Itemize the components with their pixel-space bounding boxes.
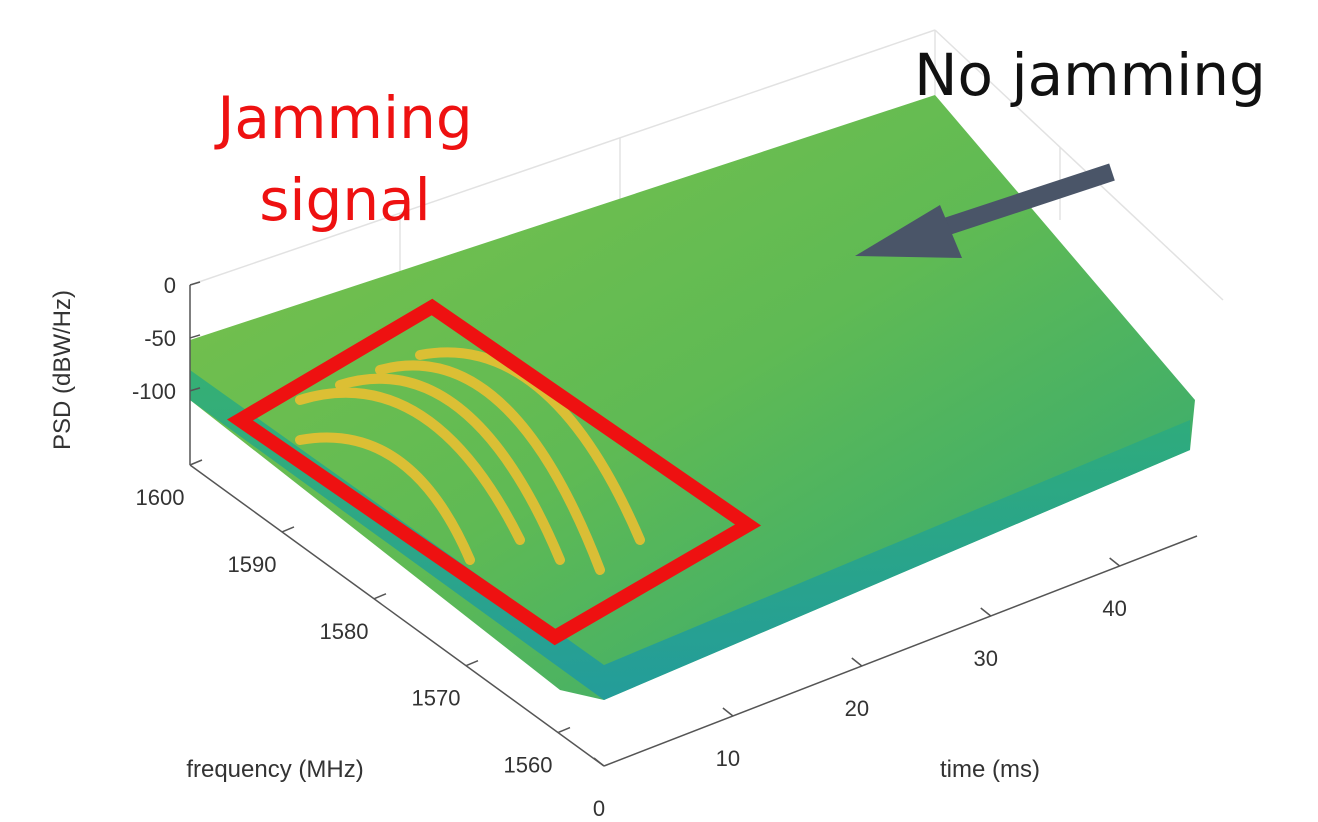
y-axis <box>189 464 605 767</box>
y-tick-label: 1560 <box>504 753 553 778</box>
x-tick-label: 0 <box>593 796 605 821</box>
x-axis-label: time (ms) <box>940 756 1040 783</box>
y-tick <box>189 459 203 466</box>
z-axis-label: PSD (dBW/Hz) <box>49 290 76 450</box>
z-tick <box>189 334 201 339</box>
y-tick <box>373 593 387 600</box>
z-tick <box>189 281 201 286</box>
y-axis-label: frequency (MHz) <box>186 756 363 783</box>
x-tick <box>1109 557 1121 567</box>
y-tick-label: 1580 <box>320 619 369 644</box>
z-tick-label: 0 <box>164 273 176 298</box>
z-tick-label: -50 <box>144 326 176 351</box>
x-tick <box>593 757 605 767</box>
y-tick <box>557 726 571 734</box>
x-tick-label: 20 <box>845 696 869 721</box>
z-tick-label: -100 <box>132 379 176 404</box>
no-jamming-label: No jamming <box>914 41 1266 109</box>
jamming-label: signal <box>259 166 431 234</box>
y-tick <box>465 659 479 667</box>
y-tick-label: 1590 <box>228 552 277 577</box>
x-tick <box>851 657 863 667</box>
jamming-label: Jamming <box>214 84 472 152</box>
axes: -100 -50 0 1560 1570 1580 1590 1600 0 10 20 30 40 <box>132 273 1198 821</box>
x-tick-label: 10 <box>716 746 740 771</box>
z-tick <box>189 387 201 392</box>
y-tick-label: 1570 <box>412 686 461 711</box>
x-tick <box>722 707 734 717</box>
x-axis <box>603 535 1198 767</box>
x-tick-label: 30 <box>973 646 997 671</box>
y-tick <box>281 526 295 533</box>
x-tick <box>980 607 992 617</box>
jamming-box <box>226 298 762 646</box>
y-tick-label: 1600 <box>136 485 185 510</box>
x-tick-label: 40 <box>1102 596 1126 621</box>
arrow <box>855 163 1115 258</box>
